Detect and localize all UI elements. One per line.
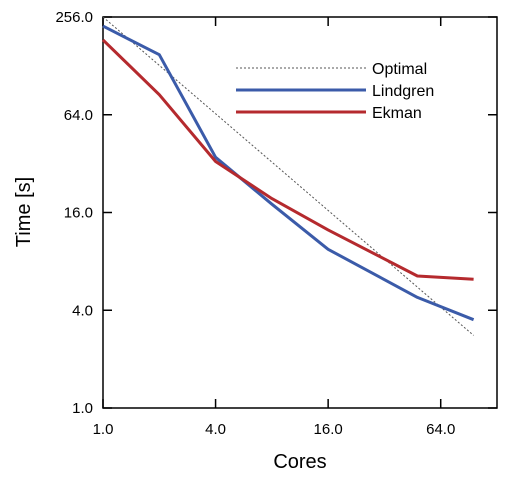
legend-label-lindgren: Lindgren [372, 83, 434, 100]
series-lines [101, 16, 475, 336]
legend: Optimal Lindgren Ekman [236, 61, 434, 122]
series-line-ekman [101, 38, 474, 281]
x-axis-title: Cores [273, 451, 326, 473]
tick-labels: 1.0 4.0 16.0 64.0 1.0 4.0 16.0 64.0 256.0 [55, 9, 455, 438]
plot-frame [102, 16, 498, 409]
y-axis-title: Time [s] [13, 177, 35, 247]
y-tick-label: 1.0 [72, 400, 93, 417]
x-tick-label: 64.0 [426, 421, 455, 438]
axis-ticks [102, 16, 497, 409]
x-tick-label: 16.0 [314, 421, 343, 438]
legend-label-optimal: Optimal [372, 61, 427, 78]
y-tick-label: 4.0 [72, 302, 93, 319]
y-tick-label: 16.0 [64, 205, 93, 222]
series-line-lindgren [102, 24, 475, 322]
series-line-optimal [102, 16, 474, 336]
x-tick-label: 4.0 [205, 421, 226, 438]
legend-label-ekman: Ekman [372, 105, 422, 122]
x-tick-label: 1.0 [93, 421, 114, 438]
y-tick-label: 256.0 [55, 9, 93, 26]
y-tick-label: 64.0 [64, 107, 93, 124]
